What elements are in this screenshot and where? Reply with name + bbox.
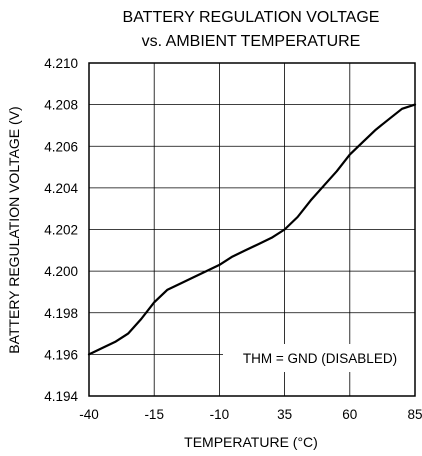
y-tick-label: 4.204 [44, 181, 78, 196]
series-layer [87, 103, 417, 356]
y-axis-ticks: 4.194 4.196 4.198 4.200 4.202 4.204 4.206 4.208… [44, 56, 78, 404]
plot-frame [88, 62, 416, 397]
y-tick-label: 4.210 [44, 56, 78, 71]
x-axis-ticks: -40 -15 -10 35 60 85 [79, 407, 422, 422]
y-tick-label: 4.208 [44, 98, 78, 113]
annotation-label: THM = GND (DISABLED) [243, 351, 397, 366]
y-tick-label: 4.198 [44, 306, 78, 321]
y-axis-label: BATTERY REGULATION VOLTAGE (V) [6, 106, 22, 353]
x-tick-label: 60 [342, 407, 357, 422]
x-tick-label: 35 [277, 407, 292, 422]
y-tick-label: 4.200 [44, 264, 78, 279]
y-tick-label: 4.202 [44, 223, 78, 238]
x-tick-label: -10 [210, 407, 230, 422]
x-axis-label: TEMPERATURE (°C) [184, 434, 318, 450]
y-tick-label: 4.206 [44, 139, 78, 154]
chart-title-line2: vs. AMBIENT TEMPERATURE [142, 33, 361, 50]
y-tick-label: 4.196 [44, 347, 78, 362]
series-line [87, 103, 417, 356]
chart-title-line1: BATTERY REGULATION VOLTAGE [123, 9, 380, 26]
x-tick-label: -15 [144, 407, 164, 422]
chart-title: BATTERY REGULATION VOLTAGE vs. AMBIENT T… [123, 9, 380, 50]
annotation-box [223, 344, 416, 372]
y-tick-label: 4.194 [44, 389, 78, 404]
x-tick-label: 85 [407, 407, 422, 422]
grid [89, 63, 415, 396]
x-tick-label: -40 [79, 407, 99, 422]
